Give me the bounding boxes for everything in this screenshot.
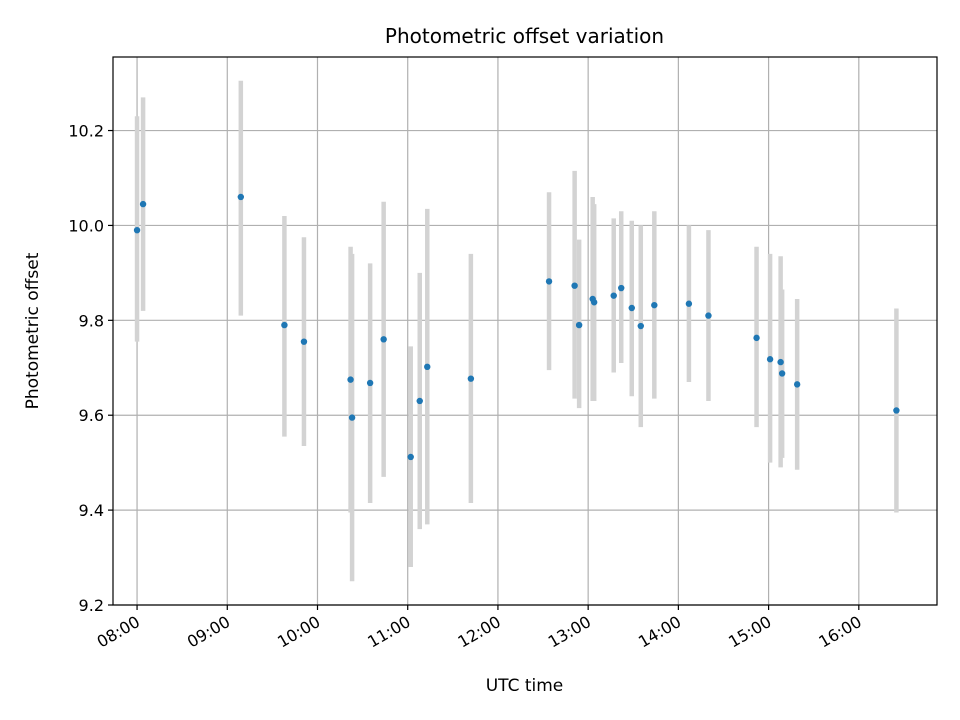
y-axis: 9.2 9.4 9.6 9.8 10.0 10.2 — [68, 122, 113, 615]
chart-title: Photometric offset variation — [385, 24, 664, 48]
y-tick-label: 9.6 — [79, 406, 104, 425]
x-axis-title: UTC time — [486, 676, 564, 696]
data-point — [777, 358, 784, 366]
data-point — [628, 304, 635, 312]
data-point — [545, 278, 553, 285]
data-point — [347, 376, 354, 383]
data-point — [300, 338, 308, 345]
y-tick-label: 9.4 — [79, 501, 104, 520]
data-point — [281, 321, 288, 329]
plot-area — [112, 56, 938, 606]
data-point — [380, 336, 387, 343]
data-point — [893, 407, 900, 414]
data-point — [637, 322, 644, 330]
data-point — [766, 356, 774, 363]
data-point — [416, 397, 423, 405]
data-point — [610, 292, 617, 299]
data-point — [705, 312, 712, 319]
data-point — [139, 200, 147, 208]
data-point — [778, 370, 786, 377]
data-point — [424, 363, 431, 371]
data-point — [467, 375, 475, 382]
y-tick-label: 9.2 — [79, 596, 104, 615]
data-point — [237, 193, 245, 201]
y-tick-label: 9.8 — [79, 311, 104, 330]
data-points — [133, 193, 900, 461]
data-point — [618, 284, 625, 292]
data-point — [571, 282, 578, 289]
data-point — [407, 453, 414, 461]
data-point — [651, 301, 658, 309]
y-tick-label: 10.2 — [68, 122, 104, 141]
data-point — [685, 300, 693, 307]
y-tick-label: 10.0 — [68, 216, 104, 235]
data-point — [575, 321, 583, 329]
data-point — [133, 226, 141, 234]
data-point — [348, 414, 356, 421]
data-point — [590, 299, 598, 306]
data-point — [366, 379, 374, 387]
data-point — [753, 334, 760, 342]
y-axis-title: Photometric offset — [23, 252, 43, 409]
data-point — [793, 381, 801, 388]
